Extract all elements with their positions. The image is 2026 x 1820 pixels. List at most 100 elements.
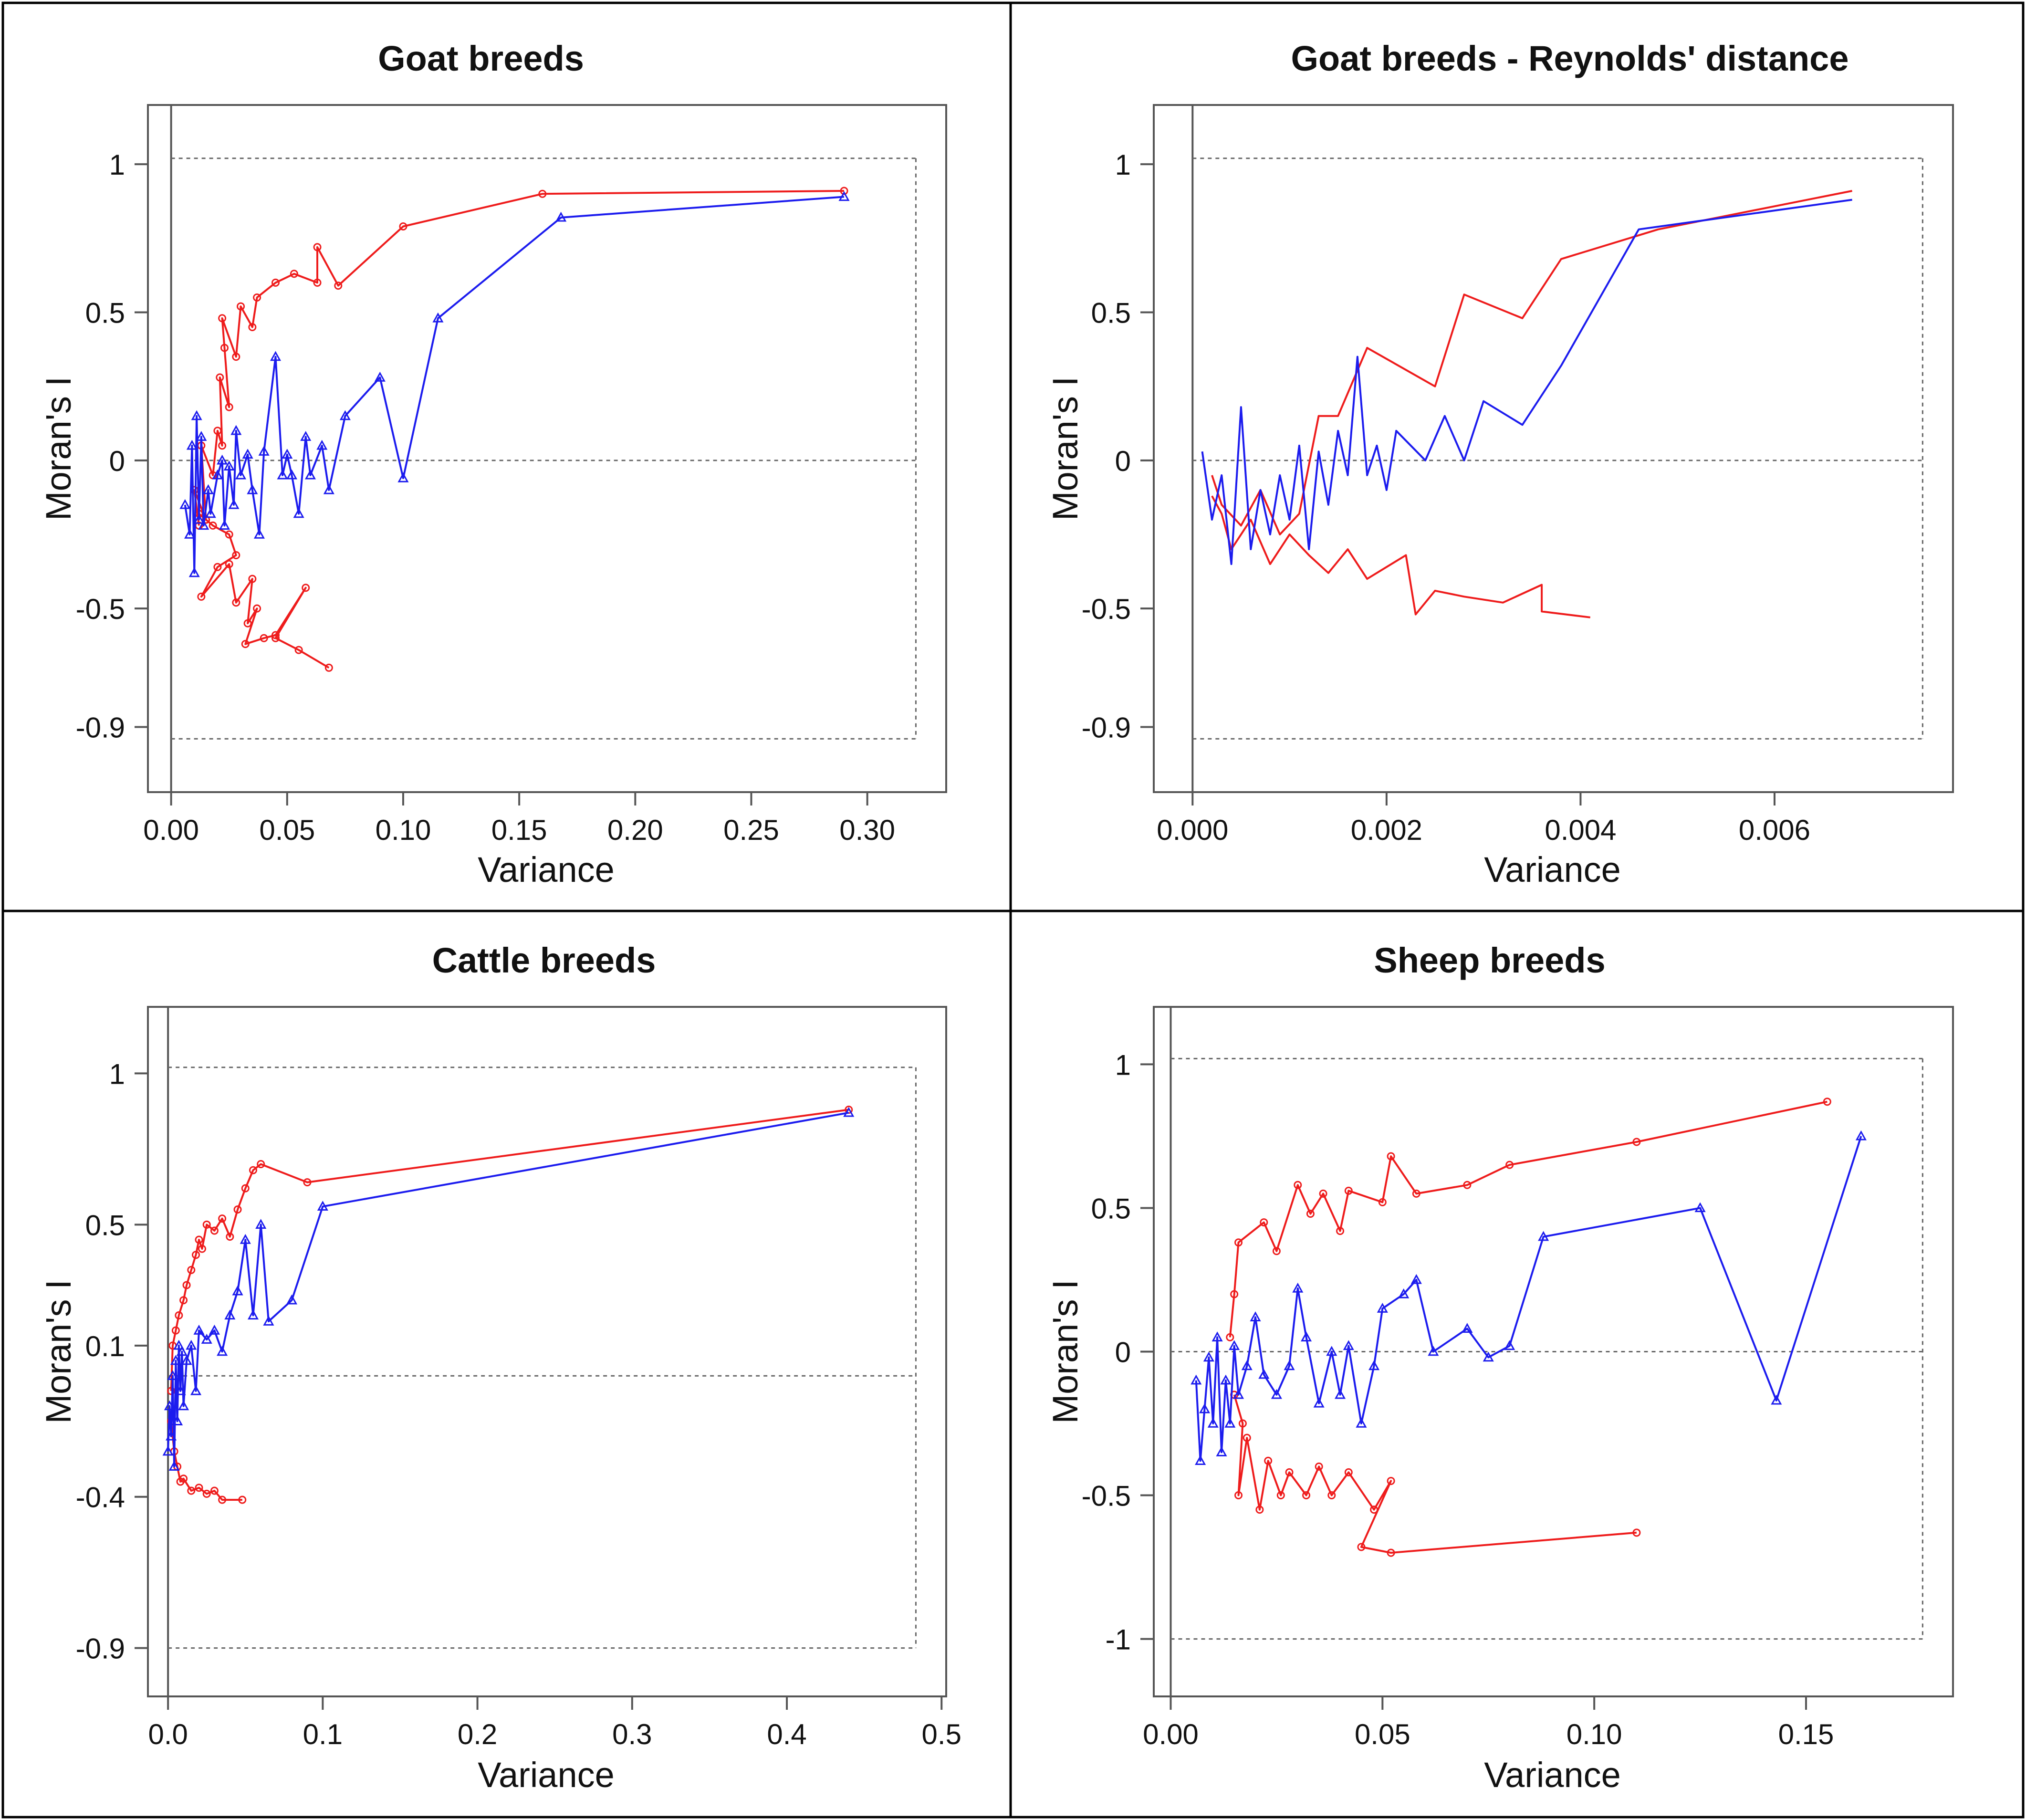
data-point [1370, 1506, 1379, 1514]
data-point [248, 323, 257, 332]
data-point [1302, 1491, 1311, 1500]
data-point [237, 302, 245, 311]
x-axis-label: Variance [478, 1755, 615, 1795]
data-point [1483, 1351, 1494, 1362]
data-point [1276, 1491, 1285, 1500]
data-point [178, 1400, 189, 1411]
data-point [1315, 1462, 1323, 1471]
x-tick-label: 0.002 [1351, 814, 1422, 846]
data-point [1538, 1231, 1549, 1241]
series-line-observed [167, 1111, 849, 1468]
data-point [313, 243, 322, 251]
series-observed [179, 191, 850, 577]
data-point [316, 439, 328, 450]
data-point [1377, 1303, 1388, 1313]
x-tick-label: 0.15 [1778, 1718, 1834, 1750]
data-point [232, 551, 240, 559]
data-point [1313, 1397, 1325, 1408]
x-tick-label: 0.4 [767, 1718, 806, 1750]
data-point [1368, 1360, 1380, 1370]
data-point [1771, 1394, 1782, 1405]
data-point [179, 499, 191, 509]
data-point [218, 1496, 227, 1504]
data-point [167, 1370, 178, 1380]
data-point [247, 484, 258, 494]
data-point [187, 1266, 196, 1274]
data-point [1398, 1288, 1410, 1298]
data-point [168, 1461, 180, 1471]
data-point [238, 1496, 247, 1504]
data-point [1335, 1389, 1346, 1399]
data-point [1255, 1506, 1264, 1514]
data-point [219, 520, 230, 530]
y-tick-label: -0.9 [76, 1633, 125, 1665]
data-point [1258, 1369, 1270, 1379]
data-point [175, 1385, 186, 1395]
data-point [1357, 1543, 1366, 1551]
data-point [1462, 1323, 1473, 1333]
data-point [538, 189, 547, 198]
y-tick-label: 0 [1115, 1337, 1131, 1369]
y-tick-label: 0.5 [85, 1209, 125, 1241]
data-point [1306, 1210, 1315, 1218]
y-tick-label: -1 [1106, 1624, 1131, 1656]
data-point [188, 567, 200, 577]
series-line-upper-bound [193, 190, 845, 526]
x-tick-label: 0.15 [491, 814, 547, 846]
data-point [171, 1326, 180, 1335]
data-point [1238, 1419, 1247, 1428]
x-tick-label: 0.30 [839, 814, 895, 846]
data-point [257, 1160, 265, 1169]
y-tick-label: 0.5 [1091, 1192, 1131, 1224]
data-point [300, 431, 312, 441]
y-tick-label: -0.9 [76, 711, 125, 743]
data-point [210, 1226, 219, 1235]
series-line-lower-bound [1211, 495, 1590, 618]
data-point [1412, 1189, 1420, 1198]
data-point [247, 1309, 259, 1320]
data-point [277, 469, 288, 480]
data-point [1243, 1433, 1251, 1442]
y-tick-label: 1 [1115, 1049, 1131, 1081]
y-tick-label: 0.5 [85, 297, 125, 329]
x-tick-label: 0.00 [143, 814, 199, 846]
data-point [293, 508, 304, 518]
y-tick-label: -0.5 [76, 593, 125, 625]
plot-area-border [1153, 104, 1954, 793]
data-point [164, 1400, 175, 1411]
chart-panel-goat-breeds: 1 0.5 0 -0.5 -0.9 0.00 0.05 0.10 0.15 0.20 0.25 0.3… [39, 39, 947, 889]
data-point [317, 1201, 328, 1211]
data-point [249, 1166, 257, 1174]
data-point [202, 1220, 211, 1229]
y-tick-label: 0 [109, 445, 125, 477]
data-point [1195, 1455, 1206, 1465]
data-point [173, 1339, 185, 1350]
data-point [1216, 1446, 1227, 1456]
y-axis-label: Moran's I [1045, 377, 1085, 521]
series-upper-bound [167, 1105, 853, 1395]
series-upper-bound [1226, 1098, 1831, 1341]
series-observed [1191, 1130, 1867, 1465]
data-point [271, 278, 280, 287]
data-point [1344, 1186, 1353, 1195]
data-point [241, 1184, 250, 1192]
data-point [1191, 1374, 1202, 1385]
data-point [216, 373, 224, 382]
data-point [1234, 1238, 1243, 1247]
data-point [1463, 1181, 1472, 1189]
x-axis-label: Variance [478, 850, 615, 889]
data-point [1264, 1456, 1273, 1465]
panel-frame-3 [1009, 910, 2025, 1819]
data-point [192, 1251, 200, 1259]
series-lower-bound [1230, 1391, 1641, 1557]
y-tick-label: -0.5 [1082, 593, 1131, 625]
y-tick-label: 0 [1115, 445, 1131, 477]
data-point [225, 560, 233, 568]
data-point [205, 508, 216, 518]
data-point [223, 460, 235, 471]
data-point [1505, 1161, 1514, 1169]
x-tick-label: 0.10 [376, 814, 431, 846]
data-point [271, 631, 280, 639]
data-point [260, 634, 268, 642]
